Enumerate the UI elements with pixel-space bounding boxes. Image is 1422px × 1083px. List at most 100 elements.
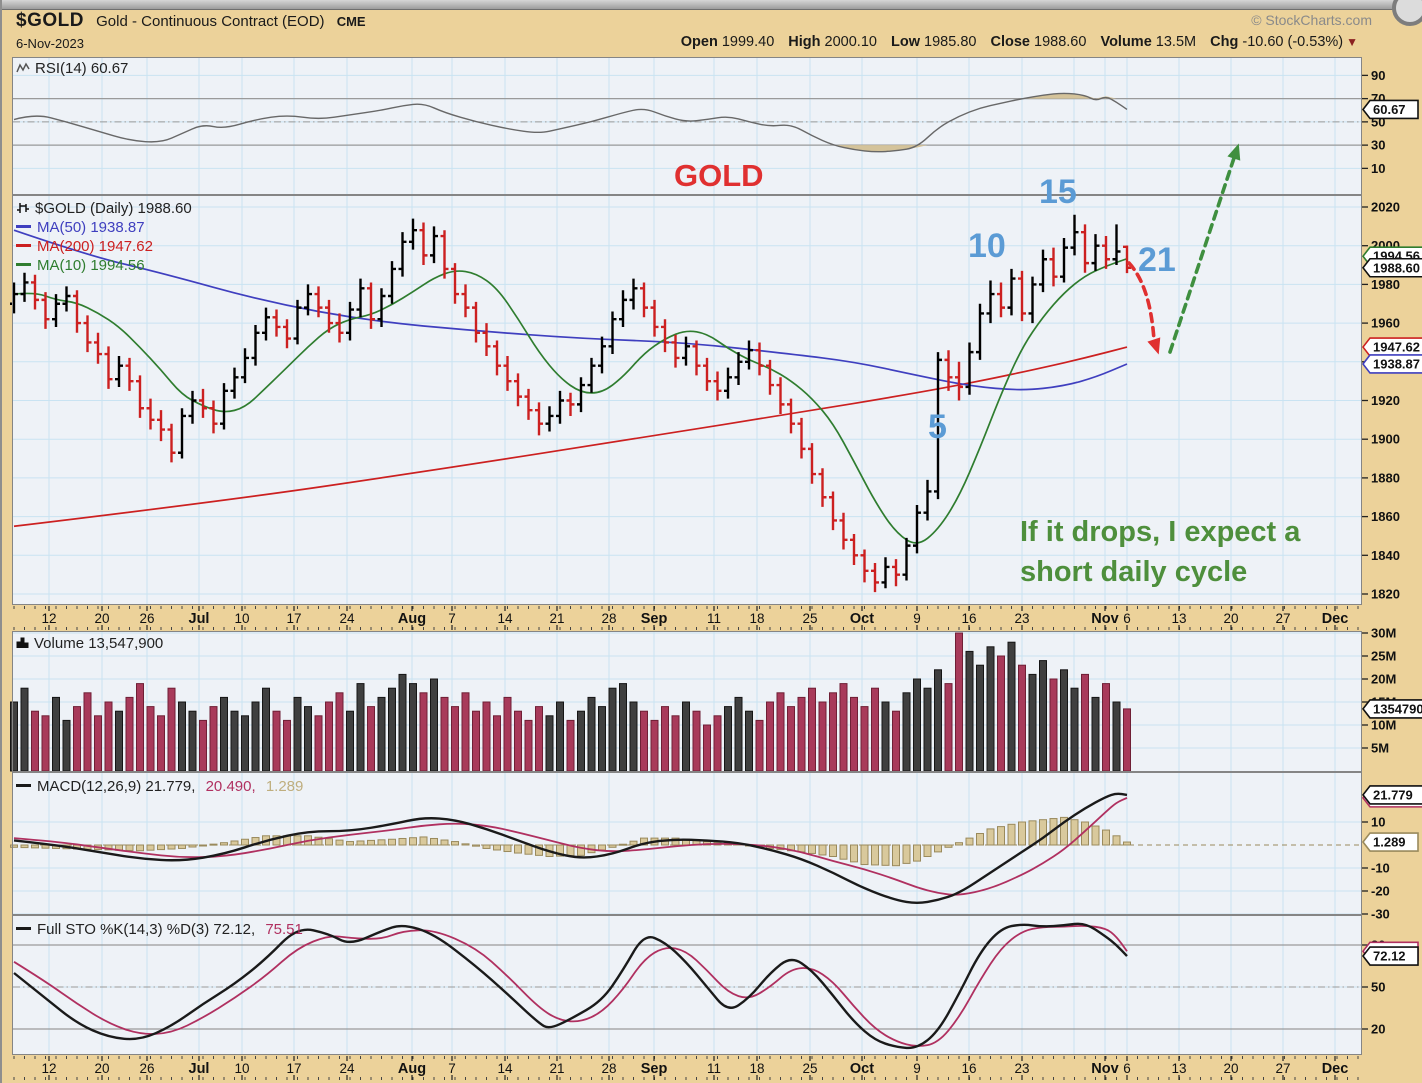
x-axis-label: 6 (1123, 1061, 1131, 1076)
price-legend-title: $GOLD (Daily) 1988.60 (35, 200, 192, 217)
y-axis-label: 1920 (1371, 393, 1400, 408)
high-label: High (788, 34, 821, 50)
x-axis-label: 23 (1014, 611, 1029, 626)
y-axis-label: 20 (1371, 1022, 1385, 1037)
macd-line-icon (16, 784, 31, 788)
chg-label: Chg (1210, 34, 1239, 50)
annotation-text: GOLD (674, 158, 764, 193)
x-axis-label: 18 (749, 611, 764, 626)
y-axis-label: 1880 (1371, 470, 1400, 485)
callout-value: 1988.60 (1373, 260, 1420, 275)
ma200-legend: MA(200) 1947.62 (16, 237, 192, 256)
x-axis-label: 17 (286, 611, 301, 626)
sto-value-2: 75.51 (265, 921, 303, 938)
volume-label: Volume (1100, 34, 1152, 50)
macd-histogram (10, 816, 1131, 867)
x-axis-label: 9 (913, 611, 921, 626)
x-axis-label: Sep (641, 1061, 668, 1077)
x-axis-label: 18 (749, 1061, 764, 1076)
annotation-text: If it drops, I expect a (1020, 516, 1301, 548)
price-callout (1361, 699, 1422, 719)
ohlc-bars (10, 214, 1131, 593)
callout-value: 1.289 (1373, 835, 1406, 850)
x-axis-label: 13 (1171, 1061, 1186, 1076)
x-axis-label: 9 (913, 1061, 921, 1076)
ma200-line (13, 346, 1128, 528)
price-panel-border (12, 195, 1362, 605)
symbol: $GOLD (16, 10, 84, 31)
x-axis-label: 27 (1275, 611, 1290, 626)
x-axis-label: Aug (398, 1061, 426, 1077)
x-axis-label: 28 (601, 1061, 616, 1076)
price-callout (1361, 785, 1422, 805)
ma10-legend-text: MA(10) 1994.56 (37, 257, 145, 274)
ma50-line-icon (16, 225, 31, 229)
price-callout (1361, 946, 1419, 966)
x-axis-label: 20 (1223, 611, 1238, 626)
x-axis-label: 14 (497, 611, 513, 626)
price-legend-title-row: $GOLD (Daily) 1988.60 (16, 199, 192, 218)
x-axis-label: 7 (448, 611, 456, 626)
close-value: 1988.60 (1034, 34, 1087, 50)
chart-title: $GOLD Gold - Continuous Contract (EOD) C… (16, 10, 366, 32)
y-axis-label: 10 (1371, 815, 1385, 830)
ma200-legend-text: MA(200) 1947.62 (37, 238, 153, 255)
callout-value: 1947.62 (1373, 340, 1420, 355)
x-axis-label: 11 (707, 1061, 721, 1076)
rsi-oversold-fill (14, 145, 1127, 153)
sto-d-line (13, 924, 1128, 1047)
x-axis-label: 20 (1223, 1061, 1238, 1076)
ma200-line-icon (16, 244, 31, 248)
price-callout (1361, 337, 1422, 357)
x-axis-label: 11 (707, 611, 721, 626)
close-label: Close (990, 34, 1030, 50)
horizontal-scrollbar[interactable] (2, 0, 1422, 10)
quote-row: Open 1999.40 High 2000.10 Low 1985.80 Cl… (671, 34, 1358, 50)
y-axis-label: 1860 (1371, 509, 1400, 524)
annotation-text: 15 (1039, 173, 1077, 211)
price-callout (1361, 354, 1422, 374)
macd-signal-line (13, 797, 1128, 896)
macd-legend: MACD(12,26,9) 21.779, 20.490, 1.289 (16, 778, 303, 795)
y-axis-label: 1820 (1371, 587, 1400, 602)
y-axis-label: 50 (1371, 980, 1385, 995)
chg-down-arrow-icon: ▼ (1346, 35, 1358, 49)
callout-value: 1938.87 (1373, 356, 1420, 371)
x-axis-label: Jul (189, 611, 210, 627)
callout-value: 72.12 (1373, 949, 1406, 964)
sto-line-icon (16, 927, 31, 931)
annotation-text: 10 (968, 227, 1006, 265)
y-axis-label: -30 (1371, 907, 1390, 922)
y-axis-label: 2020 (1371, 200, 1400, 215)
x-axis-label: Nov (1091, 611, 1118, 627)
callout-value: 21.779 (1373, 787, 1413, 802)
rsi-indicator-icon (16, 62, 30, 73)
copyright: © StockCharts.com (1251, 12, 1372, 28)
x-axis-label: 26 (139, 611, 154, 626)
trend-arrow-head (1227, 143, 1241, 161)
price-callout (1361, 257, 1422, 278)
sto-value-1: Full STO %K(14,3) %D(3) 72.12, (37, 921, 256, 938)
ohlc-chart-icon (17, 203, 29, 213)
y-axis-label: 10M (1371, 718, 1396, 733)
x-axis-label: 27 (1275, 1061, 1290, 1076)
chart-date: 6-Nov-2023 (16, 36, 84, 51)
rsi-legend-text: RSI(14) 60.67 (35, 60, 129, 77)
price-legend: $GOLD (Daily) 1988.60 MA(50) 1938.87 MA(… (16, 199, 192, 275)
annotation-text: 21 (1138, 241, 1176, 279)
y-axis-label: 10 (1371, 161, 1385, 176)
x-axis-label: Dec (1322, 1061, 1349, 1077)
volume-bars-icon (16, 637, 29, 648)
macd-line (13, 792, 1128, 904)
x-axis-label: 17 (286, 1061, 301, 1076)
y-axis-label: 30M (1371, 626, 1396, 641)
x-axis-label: Oct (850, 1061, 874, 1077)
annotation-text: short daily cycle (1020, 556, 1247, 588)
x-axis-label: 24 (339, 611, 355, 626)
annotation-text: 5 (928, 408, 947, 446)
x-axis-label: Aug (398, 611, 426, 627)
low-label: Low (891, 34, 920, 50)
x-axis-label: Oct (850, 611, 874, 627)
